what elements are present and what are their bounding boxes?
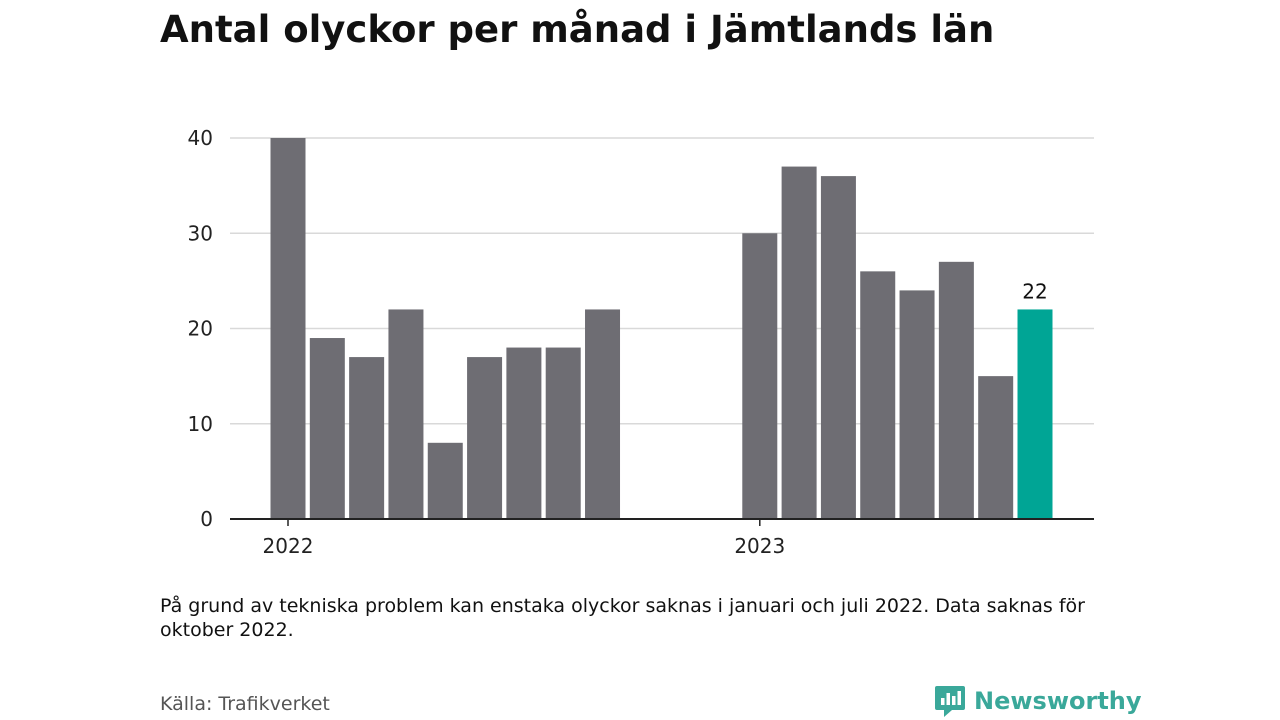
brand-logo[interactable]: Newsworthy (934, 684, 1142, 718)
bars (270, 138, 1053, 519)
bar-chart: 0 10 20 30 40 22 2022 2023 (188, 126, 1094, 558)
x-tick-label: 2022 (263, 534, 314, 558)
bar (349, 357, 385, 519)
bar (938, 261, 974, 519)
data-labels: 22 (1022, 279, 1047, 303)
y-tick-label: 20 (188, 317, 213, 341)
y-axis-ticks: 0 10 20 30 40 (188, 126, 213, 531)
bar (467, 357, 503, 519)
bar (860, 271, 896, 519)
bar (742, 233, 778, 519)
bar (427, 442, 463, 519)
bar (270, 138, 306, 519)
bar (388, 309, 424, 519)
bar (1017, 309, 1053, 519)
brand-name: Newsworthy (974, 687, 1142, 715)
y-tick-label: 0 (200, 507, 213, 531)
bar (506, 347, 542, 519)
source-text: Källa: Trafikverket (160, 693, 330, 715)
newsworthy-logo-icon (935, 686, 965, 717)
bar (781, 166, 817, 519)
bar (585, 309, 621, 519)
y-tick-label: 40 (188, 126, 213, 150)
data-label: 22 (1022, 279, 1047, 303)
chart-title: Antal olyckor per månad i Jämtlands län (160, 8, 995, 51)
bar (545, 347, 581, 519)
bar (978, 376, 1014, 519)
y-tick-label: 10 (188, 412, 213, 436)
chart-note: På grund av tekniska problem kan enstaka… (160, 595, 1085, 641)
bar (899, 290, 935, 519)
x-axis: 2022 2023 (230, 518, 1094, 558)
bar (309, 338, 345, 519)
bar (820, 176, 856, 519)
x-tick-label: 2023 (734, 534, 785, 558)
y-tick-label: 30 (188, 221, 213, 245)
